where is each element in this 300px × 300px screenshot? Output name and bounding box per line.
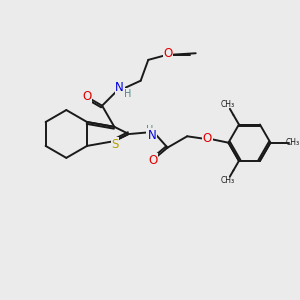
Text: O: O (148, 154, 158, 166)
Text: CH₃: CH₃ (220, 100, 235, 109)
Text: CH₃: CH₃ (220, 176, 235, 185)
Text: N: N (115, 81, 124, 94)
Text: N: N (148, 129, 157, 142)
Text: S: S (111, 137, 118, 151)
Text: O: O (203, 132, 212, 145)
Text: O: O (163, 47, 172, 60)
Text: CH₃: CH₃ (286, 138, 300, 147)
Text: O: O (82, 90, 91, 103)
Text: H: H (124, 89, 132, 99)
Text: H: H (146, 125, 154, 135)
